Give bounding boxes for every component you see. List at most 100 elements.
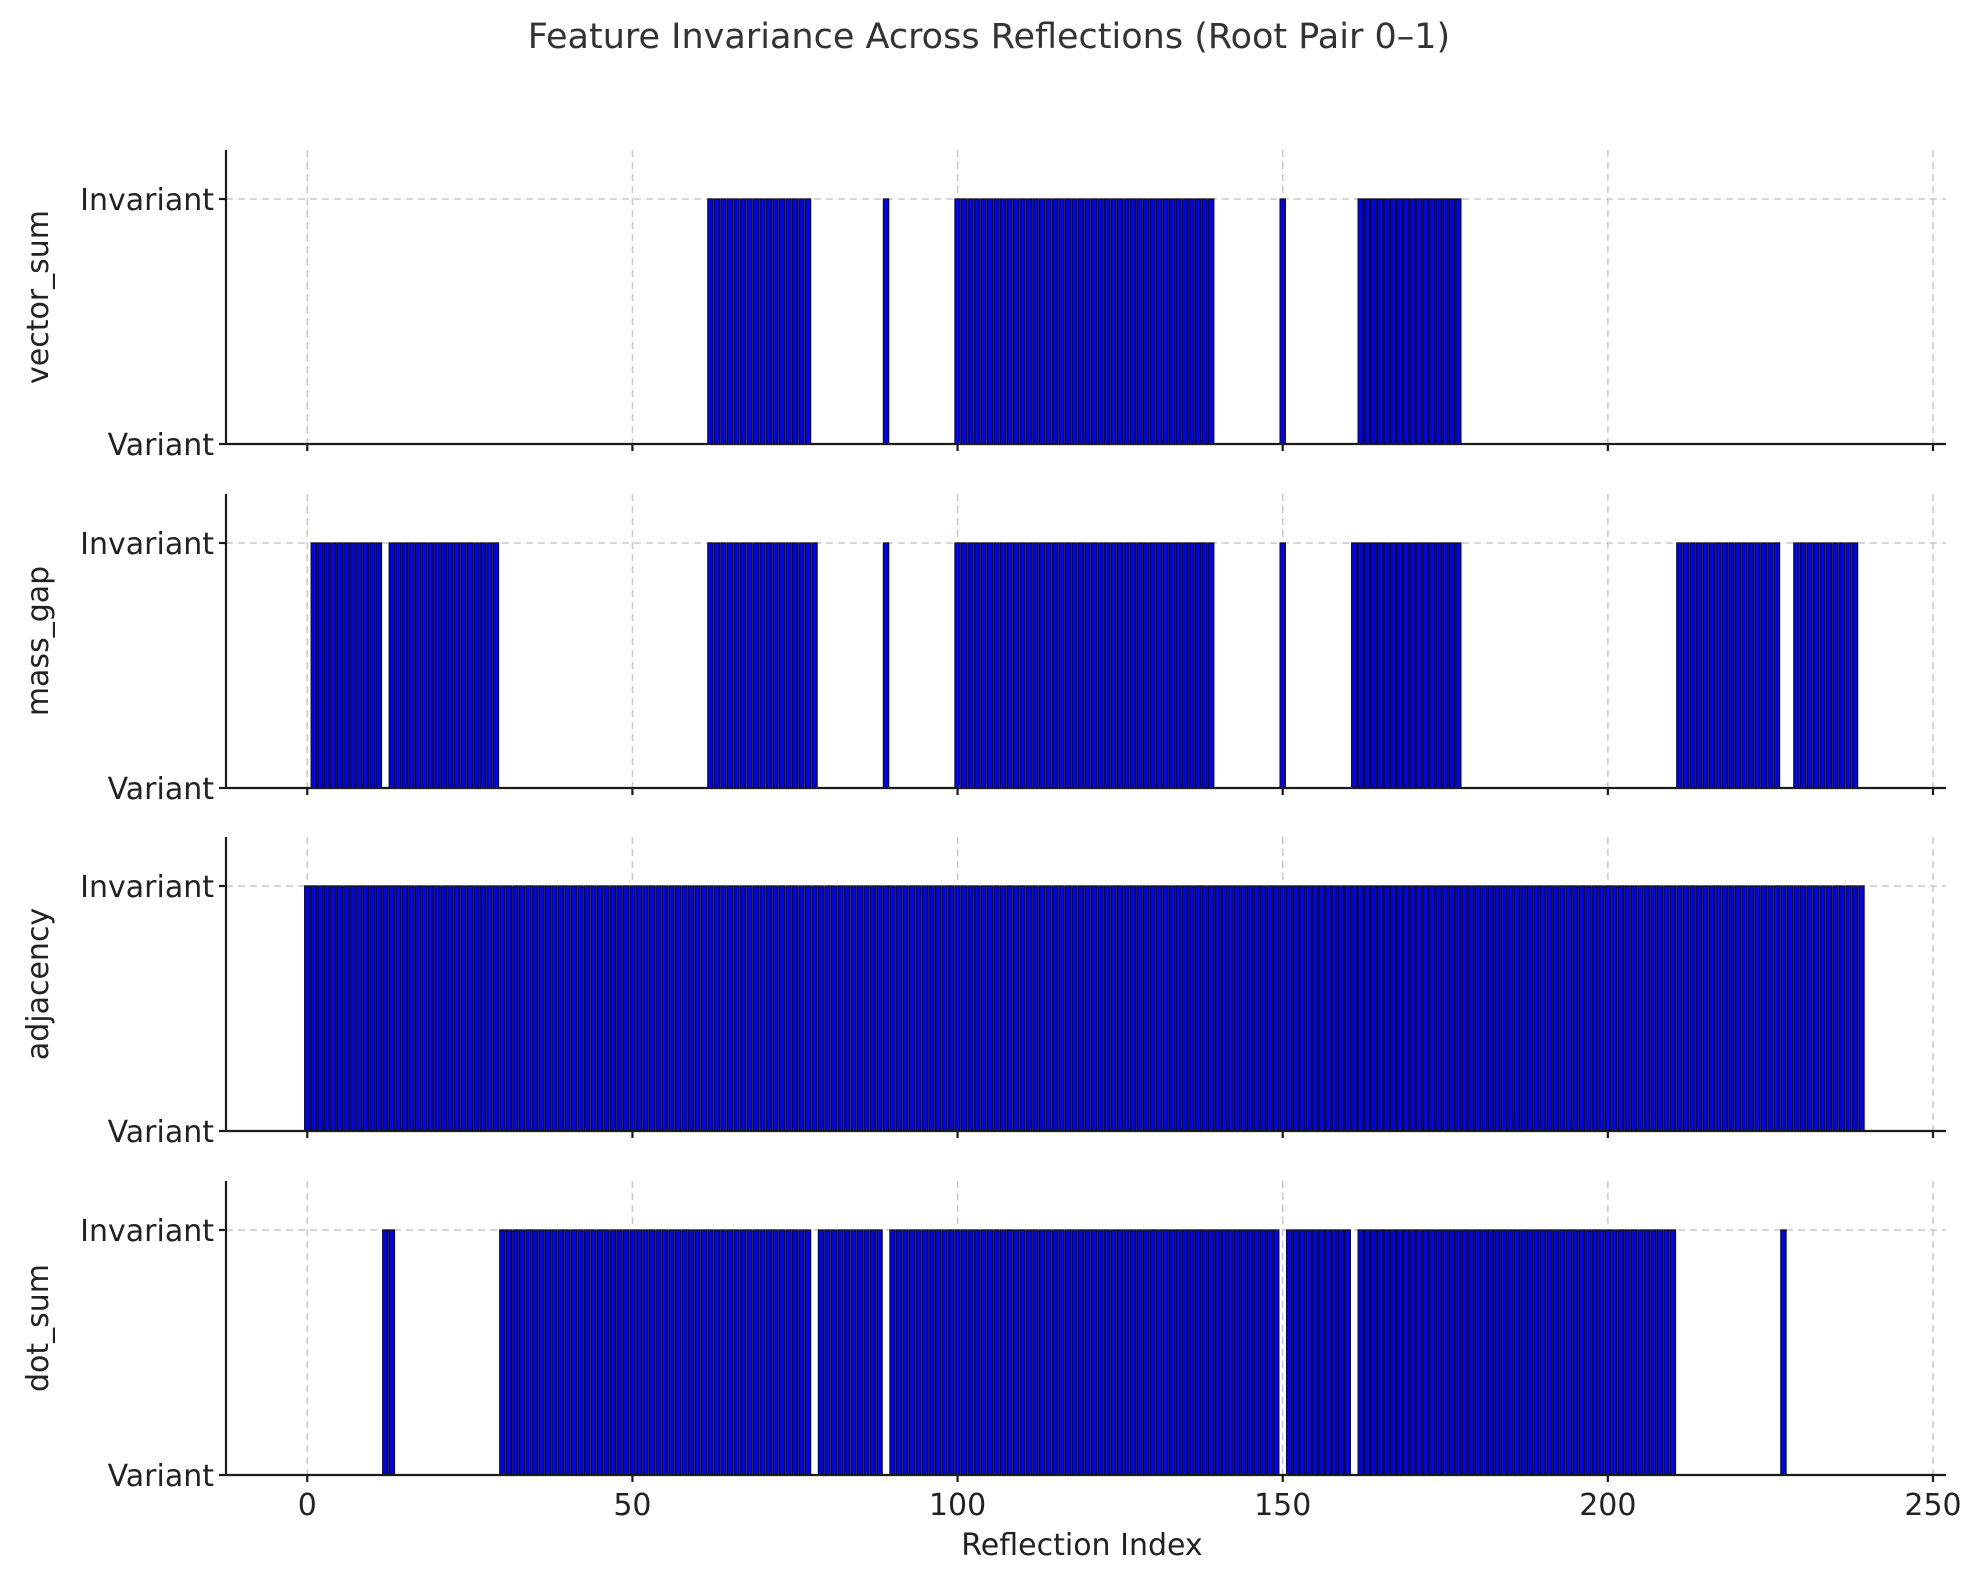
bar (1350, 542, 1358, 789)
bar (1155, 198, 1163, 445)
y-axis-label: dot_sum (21, 1264, 56, 1392)
bar (986, 198, 994, 445)
bar (1071, 885, 1078, 1132)
bar (1858, 885, 1865, 1132)
bar (830, 885, 838, 1132)
bar (460, 542, 467, 789)
bar (1429, 1229, 1436, 1476)
bar (1071, 542, 1078, 789)
bar (434, 542, 441, 789)
bar (447, 885, 454, 1132)
bar (1637, 1229, 1644, 1476)
bar (882, 885, 890, 1132)
bar (1188, 542, 1195, 789)
bar (1578, 885, 1586, 1132)
bar (1110, 1229, 1117, 1476)
bar (733, 198, 740, 445)
bar (1272, 1229, 1280, 1476)
bar (1064, 885, 1072, 1132)
bar (954, 198, 961, 445)
bar (999, 1229, 1007, 1476)
bar (1390, 542, 1397, 789)
bar (1520, 1229, 1527, 1476)
bar (973, 542, 981, 789)
bar (577, 1229, 584, 1476)
bar (1786, 885, 1794, 1132)
bar (1552, 885, 1560, 1132)
x-tick-label: 250 (1904, 1488, 1961, 1523)
bar (915, 1229, 922, 1476)
bar (765, 885, 773, 1132)
bar (1754, 542, 1761, 789)
bar (1123, 198, 1130, 445)
bar (1116, 885, 1124, 1132)
bar (993, 885, 1000, 1132)
bar (1142, 885, 1150, 1132)
bar (1344, 885, 1351, 1132)
bar (1051, 542, 1059, 789)
bar (1045, 198, 1052, 445)
bars-vector_sum (707, 198, 1462, 445)
bar (759, 1229, 766, 1476)
bar (993, 198, 1000, 445)
bar (1181, 198, 1189, 445)
bar (980, 1229, 987, 1476)
bar (317, 542, 324, 789)
bar (954, 1229, 961, 1476)
bar (1448, 1229, 1456, 1476)
bar (1773, 885, 1781, 1132)
bar (538, 885, 545, 1132)
bar (1259, 885, 1267, 1132)
bar (681, 885, 688, 1132)
bar (1129, 198, 1137, 445)
bar (1038, 542, 1046, 789)
x-tick-label: 200 (1579, 1488, 1636, 1523)
bar (1090, 198, 1098, 445)
bar (967, 1229, 974, 1476)
bar (811, 885, 818, 1132)
bar (1305, 885, 1312, 1132)
bar (1201, 198, 1208, 445)
bar (720, 1229, 727, 1476)
bar (1585, 885, 1592, 1132)
bar (1383, 542, 1391, 789)
bar (317, 885, 324, 1132)
bar (1643, 1229, 1651, 1476)
bar (1025, 198, 1033, 445)
bar (1298, 1229, 1306, 1476)
bar (1194, 885, 1202, 1132)
bar (1077, 1229, 1085, 1476)
bar (1422, 542, 1430, 789)
bar (505, 1229, 513, 1476)
bar (1032, 885, 1039, 1132)
bar (726, 542, 734, 789)
bar (960, 885, 968, 1132)
bar (1201, 1229, 1208, 1476)
bar (486, 885, 493, 1132)
bar (1110, 885, 1117, 1132)
bar (401, 885, 409, 1132)
bar (746, 885, 753, 1132)
bar (1123, 542, 1130, 789)
bar (791, 198, 799, 445)
bar (1591, 885, 1599, 1132)
bar (603, 885, 610, 1132)
bar (1500, 885, 1508, 1132)
bar (453, 885, 461, 1132)
bar (1071, 198, 1078, 445)
bar (1175, 1229, 1182, 1476)
bar (1474, 885, 1482, 1132)
bar (778, 198, 786, 445)
bar (1155, 885, 1163, 1132)
bar (1136, 198, 1143, 445)
bar (1084, 542, 1091, 789)
bar (986, 542, 994, 789)
y-tick-label: Invariant (80, 527, 214, 562)
bar (577, 885, 584, 1132)
bar (440, 885, 448, 1132)
y-tick-label: Invariant (80, 870, 214, 905)
bar (752, 885, 760, 1132)
bar (1572, 1229, 1579, 1476)
bar (928, 885, 935, 1132)
bar (1136, 542, 1143, 789)
